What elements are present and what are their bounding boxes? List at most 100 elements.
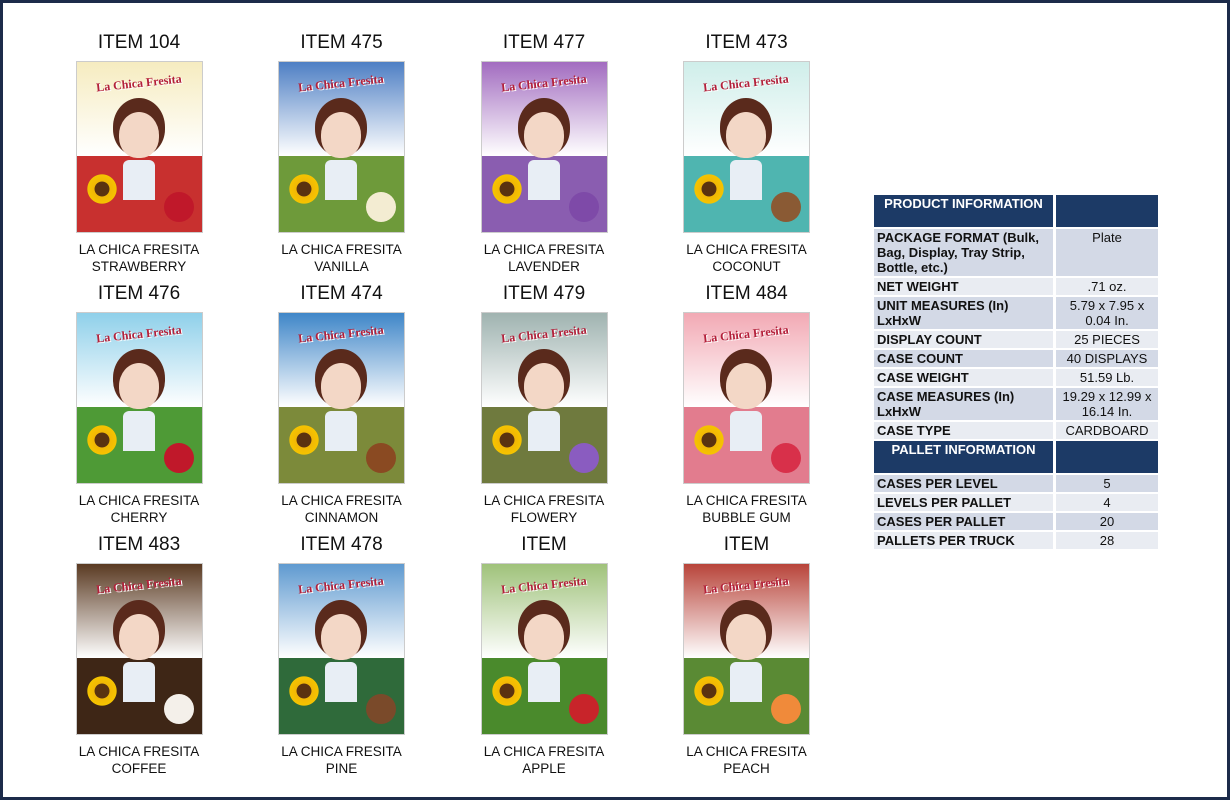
section-title: PRODUCT INFORMATION [874, 195, 1053, 227]
product-caption: LA CHICA FRESITA COFFEE [38, 743, 240, 777]
product-card: ITEM 478 La Chica Fresita LA CHICA FRESI… [241, 532, 443, 777]
product-package-image: La Chica Fresita [75, 61, 203, 233]
product-package-image: La Chica Fresita [480, 312, 608, 484]
row-value: .71 oz. [1053, 278, 1158, 295]
flavor-name: FLOWERY [510, 510, 578, 525]
product-card: ITEM 475 La Chica Fresita LA CHICA FRESI… [241, 30, 443, 275]
table-row: PALLETS PER TRUCK 28 [874, 532, 1158, 549]
product-card: ITEM 473 La Chica Fresita LA CHICA FRESI… [646, 30, 848, 275]
product-card: ITEM 476 La Chica Fresita LA CHICA FRESI… [38, 281, 240, 526]
product-card: ITEM 483 La Chica Fresita LA CHICA FRESI… [38, 532, 240, 777]
flavor-name: CHERRY [110, 510, 168, 525]
row-value: 20 [1053, 513, 1158, 530]
item-number: ITEM [723, 534, 770, 555]
brand-name: LA CHICA FRESITA [78, 744, 200, 759]
row-label: LEVELS PER PALLET [874, 494, 1053, 511]
brand-name: LA CHICA FRESITA [281, 744, 402, 759]
section-header: PALLET INFORMATION [874, 441, 1158, 473]
row-label: CASE MEASURES (In) LxHxW [874, 388, 1053, 420]
product-caption: LA CHICA FRESITA BUBBLE GUM [646, 492, 848, 526]
row-value: 25 PIECES [1053, 331, 1158, 348]
row-value: 19.29 x 12.99 x 16.14 In. [1053, 388, 1158, 420]
brand-name: LA CHICA FRESITA [686, 744, 807, 759]
table-row: CASES PER PALLET 20 [874, 513, 1158, 530]
row-label: CASES PER PALLET [874, 513, 1053, 530]
flavor-name: APPLE [522, 761, 566, 776]
table-row: LEVELS PER PALLET 4 [874, 494, 1158, 511]
flavor-name: STRAWBERRY [91, 259, 187, 274]
flavor-name: COFFEE [111, 761, 167, 776]
brand-name: LA CHICA FRESITA [483, 493, 605, 508]
row-label: PACKAGE FORMAT (Bulk, Bag, Display, Tray… [874, 229, 1053, 276]
product-caption: LA CHICA FRESITA PEACH [646, 743, 848, 777]
item-number: ITEM 478 [300, 534, 383, 555]
flavor-name: COCONUT [712, 259, 781, 274]
row-label: NET WEIGHT [874, 278, 1053, 295]
flavor-name: PEACH [723, 761, 770, 776]
product-caption: LA CHICA FRESITA CINNAMON [241, 492, 443, 526]
product-caption: LA CHICA FRESITA CHERRY [38, 492, 240, 526]
item-number: ITEM 476 [97, 283, 181, 304]
item-number: ITEM 483 [97, 534, 181, 555]
flavor-name: BUBBLE GUM [702, 510, 791, 525]
product-card: ITEM La Chica Fresita LA CHICA FRESITA AP… [443, 532, 645, 777]
row-label: DISPLAY COUNT [874, 331, 1053, 348]
row-label: CASE TYPE [874, 422, 1053, 439]
row-label: CASES PER LEVEL [874, 475, 1053, 492]
brand-name: LA CHICA FRESITA [483, 744, 605, 759]
product-card: ITEM 479 La Chica Fresita LA CHICA FRESI… [443, 281, 645, 526]
table-row: PACKAGE FORMAT (Bulk, Bag, Display, Tray… [874, 229, 1158, 276]
product-caption: LA CHICA FRESITA FLOWERY [443, 492, 645, 526]
row-value: 28 [1053, 532, 1158, 549]
table-row: UNIT MEASURES (In) LxHxW 5.79 x 7.95 x 0.… [874, 297, 1158, 329]
row-value: Plate [1053, 229, 1158, 276]
item-number: ITEM 484 [705, 283, 788, 304]
table-row: CASE WEIGHT 51.59 Lb. [874, 369, 1158, 386]
row-label: UNIT MEASURES (In) LxHxW [874, 297, 1053, 329]
row-label: CASE COUNT [874, 350, 1053, 367]
product-package-image: La Chica Fresita [683, 563, 810, 735]
table-row: CASE TYPE CARDBOARD [874, 422, 1158, 439]
product-package-image: La Chica Fresita [480, 563, 608, 735]
product-caption: LA CHICA FRESITA STRAWBERRY [38, 241, 240, 275]
row-value: 51.59 Lb. [1053, 369, 1158, 386]
flavor-name: VANILLA [314, 259, 369, 274]
product-caption: LA CHICA FRESITA PINE [241, 743, 443, 777]
row-label: PALLETS PER TRUCK [874, 532, 1053, 549]
row-label: CASE WEIGHT [874, 369, 1053, 386]
table-row: NET WEIGHT .71 oz. [874, 278, 1158, 295]
table-row: DISPLAY COUNT 25 PIECES [874, 331, 1158, 348]
product-package-image: La Chica Fresita [683, 312, 810, 484]
item-number: ITEM 474 [300, 283, 383, 304]
product-card: ITEM 484 La Chica Fresita LA CHICA FRESI… [646, 281, 848, 526]
row-value: 4 [1053, 494, 1158, 511]
product-card: ITEM La Chica Fresita LA CHICA FRESITA PE… [646, 532, 848, 777]
item-number: ITEM 477 [502, 32, 586, 53]
flavor-name: LAVENDER [508, 259, 580, 274]
product-card: ITEM 474 La Chica Fresita LA CHICA FRESI… [241, 281, 443, 526]
product-caption: LA CHICA FRESITA VANILLA [241, 241, 443, 275]
product-caption: LA CHICA FRESITA LAVENDER [443, 241, 645, 275]
section-title: PALLET INFORMATION [874, 441, 1053, 473]
row-value: 5 [1053, 475, 1158, 492]
row-value: CARDBOARD [1053, 422, 1158, 439]
flavor-name: PINE [325, 761, 358, 776]
product-info-table: PRODUCT INFORMATION PACKAGE FORMAT (Bulk,… [874, 193, 1158, 551]
product-package-image: La Chica Fresita [683, 61, 810, 233]
table-row: CASES PER LEVEL 5 [874, 475, 1158, 492]
product-package-image: La Chica Fresita [75, 563, 203, 735]
row-value: 5.79 x 7.95 x 0.04 In. [1053, 297, 1158, 329]
product-caption: LA CHICA FRESITA APPLE [443, 743, 645, 777]
flavor-name: CINNAMON [304, 510, 379, 525]
product-package-image: La Chica Fresita [480, 61, 608, 233]
brand-name: LA CHICA FRESITA [78, 242, 200, 257]
table-row: CASE MEASURES (In) LxHxW 19.29 x 12.99 x … [874, 388, 1158, 420]
product-package-image: La Chica Fresita [278, 563, 405, 735]
product-package-image: La Chica Fresita [278, 312, 405, 484]
item-number: ITEM 475 [300, 32, 383, 53]
section-header: PRODUCT INFORMATION [874, 195, 1158, 227]
brand-name: LA CHICA FRESITA [281, 493, 402, 508]
product-card: ITEM 477 La Chica Fresita LA CHICA FRESI… [443, 30, 645, 275]
item-number: ITEM [521, 534, 567, 555]
